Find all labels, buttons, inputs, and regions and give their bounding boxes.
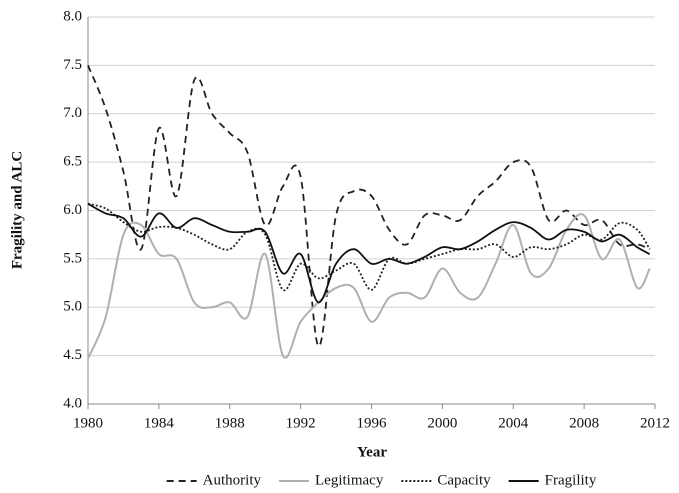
x-tick-label: 2008: [569, 415, 599, 431]
x-tick-label: 1992: [286, 415, 316, 431]
y-tick-label: 4.5: [63, 347, 82, 363]
legend-label: Authority: [203, 472, 262, 488]
y-tick-label: 5.5: [63, 250, 82, 266]
y-tick-label: 6.5: [63, 154, 82, 170]
legend-label: Capacity: [437, 472, 491, 488]
legend-label: Fragility: [545, 472, 597, 488]
x-tick-label: 2000: [427, 415, 457, 431]
y-axis-label: Fragility and ALC: [9, 151, 25, 269]
y-tick-label: 6.0: [63, 202, 82, 218]
x-tick-label: 1984: [144, 415, 175, 431]
legend-label: Legitimacy: [315, 472, 384, 488]
line-series: [87, 213, 651, 359]
line-series: [87, 202, 651, 304]
x-axis-label: Year: [357, 444, 387, 460]
x-tick-label: 1996: [357, 415, 388, 431]
line-series: [87, 202, 651, 292]
x-tick-label: 1988: [215, 415, 245, 431]
y-tick-label: 7.0: [63, 105, 82, 121]
y-tick-label: 5.0: [63, 299, 82, 315]
y-tick-label: 7.5: [63, 57, 82, 73]
x-tick-label: 2004: [498, 415, 529, 431]
x-tick-label: 2012: [640, 415, 670, 431]
y-tick-label: 8.0: [63, 8, 82, 24]
line-series: [87, 65, 651, 347]
y-tick-label: 4.0: [63, 395, 82, 411]
x-tick-label: 1980: [73, 415, 103, 431]
